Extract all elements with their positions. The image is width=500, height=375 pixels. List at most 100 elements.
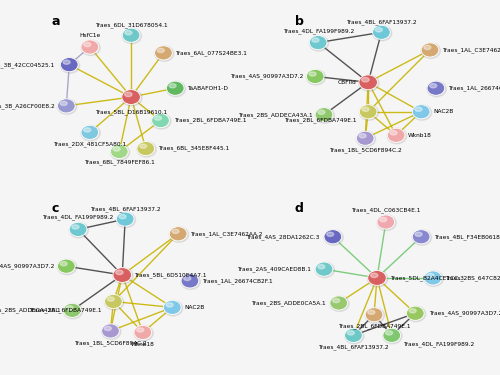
Ellipse shape [324,230,342,244]
Ellipse shape [172,229,179,234]
Ellipse shape [60,101,67,105]
Ellipse shape [427,273,434,278]
Ellipse shape [134,326,154,341]
Ellipse shape [383,328,400,342]
Ellipse shape [344,328,362,342]
Ellipse shape [368,270,386,285]
Ellipse shape [427,81,444,95]
Ellipse shape [377,215,394,229]
Ellipse shape [312,38,319,42]
Text: Traes_6BL_345E8F445.1: Traes_6BL_345E8F445.1 [158,146,229,152]
Ellipse shape [348,331,354,335]
Ellipse shape [152,114,171,129]
Ellipse shape [424,45,431,50]
Ellipse shape [110,144,128,159]
Ellipse shape [310,36,327,50]
Ellipse shape [360,105,377,119]
Ellipse shape [116,212,134,226]
Text: Traes_1BL_5CD6F894C.2: Traes_1BL_5CD6F894C.2 [329,147,402,153]
Ellipse shape [116,270,123,274]
Text: Traes_4AS_90997A3D7.2: Traes_4AS_90997A3D7.2 [428,310,500,316]
Text: d: d [294,202,304,214]
Ellipse shape [140,144,146,148]
Ellipse shape [318,264,325,269]
Ellipse shape [84,42,90,46]
Ellipse shape [359,105,378,120]
Text: Traes_2BS_ADDECA43A.1: Traes_2BS_ADDECA43A.1 [0,308,60,313]
Ellipse shape [63,60,70,64]
Text: HsfC1e: HsfC1e [79,33,100,38]
Ellipse shape [119,214,126,219]
Ellipse shape [152,114,170,128]
Text: Traes_4DL_FA199F989.2: Traes_4DL_FA199F989.2 [404,341,474,347]
Ellipse shape [113,268,132,282]
Ellipse shape [315,262,333,276]
Ellipse shape [72,225,79,229]
Text: Traes_2BL_6FDBA749E.1: Traes_2BL_6FDBA749E.1 [29,308,102,313]
Ellipse shape [81,125,100,141]
Ellipse shape [415,107,422,111]
Ellipse shape [421,43,439,57]
Text: Traes_4AS_90997A3D7.2: Traes_4AS_90997A3D7.2 [230,74,304,79]
Ellipse shape [309,36,328,51]
Ellipse shape [390,131,397,135]
Ellipse shape [344,328,364,344]
Text: Traes_6DL_31D678054.1: Traes_6DL_31D678054.1 [95,22,168,28]
Text: c: c [52,202,59,214]
Text: b: b [294,15,304,28]
Ellipse shape [81,40,98,54]
Text: TaABAFOH1-D: TaABAFOH1-D [187,86,228,91]
Ellipse shape [113,147,120,151]
Ellipse shape [326,232,334,236]
Ellipse shape [116,212,136,228]
Ellipse shape [124,92,132,97]
Ellipse shape [309,72,316,76]
Text: Traes_4BL_6FAF13937.2: Traes_4BL_6FAF13937.2 [90,206,160,212]
Ellipse shape [110,144,130,160]
Ellipse shape [70,222,87,237]
Text: Traes_3B_A26CF00E8.2: Traes_3B_A26CF00E8.2 [0,103,54,109]
Ellipse shape [60,58,80,73]
Text: Traes_2BL_6FDBA749E.1: Traes_2BL_6FDBA749E.1 [338,324,410,329]
Ellipse shape [104,326,112,331]
Ellipse shape [412,230,430,244]
Text: Wknb18: Wknb18 [131,342,155,346]
Ellipse shape [377,215,396,231]
Ellipse shape [359,134,366,138]
Text: Traes_5BL_6D510E4A7.1: Traes_5BL_6D510E4A7.1 [134,272,206,278]
Ellipse shape [169,227,188,242]
Ellipse shape [113,268,133,284]
Ellipse shape [415,232,422,236]
Ellipse shape [66,306,73,310]
Ellipse shape [306,69,324,84]
Ellipse shape [318,110,325,114]
Ellipse shape [370,273,378,278]
Ellipse shape [58,259,75,273]
Text: Traes_3B_42CC04525.1: Traes_3B_42CC04525.1 [0,62,54,68]
Ellipse shape [324,230,344,245]
Ellipse shape [387,128,406,144]
Ellipse shape [430,84,437,88]
Ellipse shape [368,270,388,287]
Ellipse shape [362,78,369,82]
Ellipse shape [388,128,405,142]
Text: Wknb18: Wknb18 [408,133,432,138]
Text: Traes_4DL_FA199F989.2: Traes_4DL_FA199F989.2 [282,28,354,34]
Text: Traes_5BL_D16B19610.1: Traes_5BL_D16B19610.1 [95,109,167,115]
Ellipse shape [154,116,162,120]
Text: NAC2B: NAC2B [433,109,453,114]
Ellipse shape [184,276,191,280]
Ellipse shape [332,298,340,303]
Ellipse shape [166,81,186,97]
Ellipse shape [306,69,326,85]
Ellipse shape [427,81,446,97]
Text: Traes_2BS_ADDE0CA5A.1: Traes_2BS_ADDE0CA5A.1 [251,300,326,306]
Ellipse shape [60,262,67,266]
Text: Traes_4AS_28DA1262C.3: Traes_4AS_28DA1262C.3 [246,234,320,240]
Ellipse shape [315,108,334,123]
Text: Traes_2AS_409CAED8B.1: Traes_2AS_409CAED8B.1 [237,266,311,272]
Ellipse shape [368,310,375,314]
Text: Traes_1AL_C3E7462AA.2: Traes_1AL_C3E7462AA.2 [190,231,262,237]
Ellipse shape [164,300,181,315]
Ellipse shape [166,81,184,95]
